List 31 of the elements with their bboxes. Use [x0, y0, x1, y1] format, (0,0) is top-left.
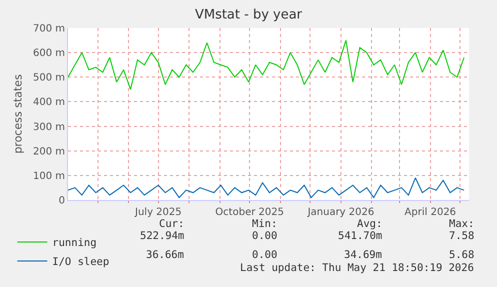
- text: Cur:: [159, 218, 184, 230]
- y-tick-label: 400 m: [32, 97, 65, 108]
- text: 0.00: [252, 249, 278, 261]
- text: 541.70m: [338, 230, 382, 242]
- text: Last update: Thu May 21 18:50:19 2026: [240, 262, 474, 274]
- chart-title: VMstat - by year: [194, 8, 303, 23]
- y-tick-label: 300 m: [32, 122, 65, 133]
- line-series: [68, 177, 465, 198]
- text: 36.66m: [146, 249, 184, 261]
- x-tick-label: July 2025: [134, 207, 182, 218]
- y-tick-label: 200 m: [32, 146, 65, 158]
- line-series: [68, 40, 465, 90]
- y-tick-label: 500 m: [32, 72, 65, 84]
- text: Avg:: [357, 218, 382, 230]
- text: 522.94m: [140, 230, 184, 242]
- x-tick-label: January 2026: [306, 207, 374, 218]
- legend-label: running: [52, 237, 97, 250]
- text: 34.69m: [344, 249, 382, 261]
- text: Max:: [449, 218, 474, 230]
- legend-label: I/O sleep: [52, 256, 110, 268]
- y-tick-label: 600 m: [32, 48, 65, 60]
- text: 7.58: [449, 230, 474, 242]
- y-tick-label: 0: [58, 196, 65, 206]
- y-tick-label: 700 m: [32, 24, 65, 34]
- y-axis-title: process states: [12, 74, 25, 154]
- text: 5.68: [449, 249, 474, 261]
- text: Min:: [252, 218, 278, 230]
- x-tick-label: April 2026: [404, 207, 456, 218]
- y-tick-label: 100 m: [32, 170, 65, 182]
- text: 0.00: [252, 230, 278, 242]
- x-tick-label: October 2025: [215, 207, 284, 218]
